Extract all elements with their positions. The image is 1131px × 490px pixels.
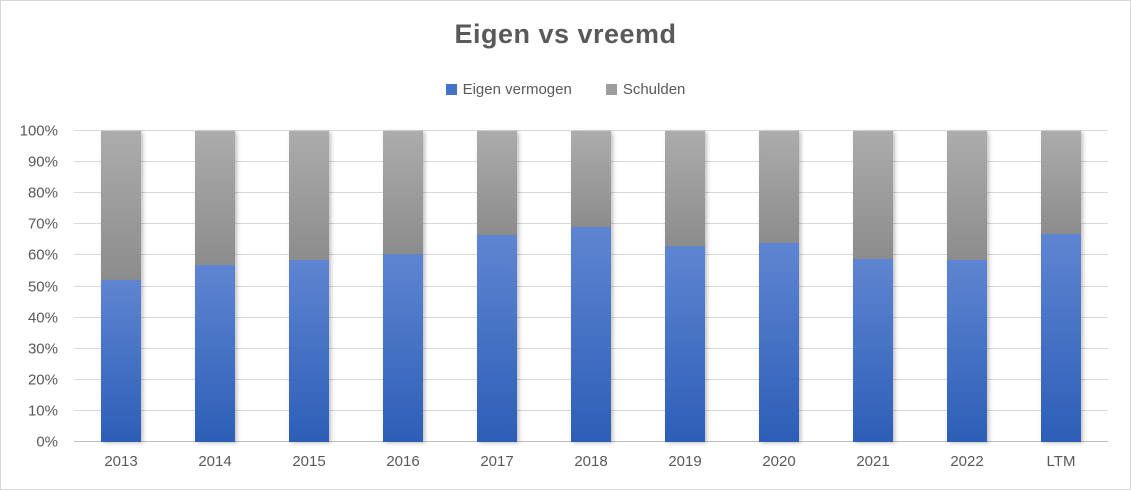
bar-segment-eigen-vermogen[interactable]: [853, 258, 893, 442]
y-tick-label: 30%: [27, 340, 58, 358]
y-tick-label: 80%: [27, 184, 58, 202]
y-tick-label: 100%: [19, 122, 58, 140]
bar-slot-2014: [168, 131, 262, 442]
bar-slot-2016: [356, 131, 450, 442]
stacked-bar-2018: [571, 131, 611, 442]
bar-segment-schulden[interactable]: [101, 131, 141, 281]
stacked-bar-2021: [853, 131, 893, 442]
x-category-label: 2014: [198, 453, 232, 470]
bar-segment-eigen-vermogen[interactable]: [759, 242, 799, 442]
chart-legend: Eigen vermogen Schulden: [1, 81, 1130, 98]
x-category-label: 2015: [292, 453, 326, 470]
bar-slots: [74, 131, 1108, 442]
legend-item-1[interactable]: Schulden: [605, 81, 686, 98]
legend-item-0[interactable]: Eigen vermogen: [445, 81, 572, 98]
x-category-label: 2017: [480, 453, 514, 470]
chart-title: Eigen vs vreemd: [454, 19, 677, 49]
legend-marker-icon: [605, 84, 617, 95]
bar-slot-2020: [732, 131, 826, 442]
stacked-bar-2020: [759, 131, 799, 442]
stacked-bar-2019: [665, 131, 705, 442]
y-tick-label: 20%: [27, 371, 58, 389]
stacked-bar-LTM: [1041, 131, 1081, 442]
bar-segment-eigen-vermogen[interactable]: [477, 235, 517, 442]
y-tick-label: 10%: [27, 402, 58, 420]
y-tick-label: 40%: [27, 309, 58, 327]
x-category-label: 2016: [386, 453, 420, 470]
plot-area: [74, 130, 1108, 442]
legend-marker-icon: [445, 84, 457, 95]
bar-slot-2022: [920, 131, 1014, 442]
x-axis: 2013 2014 2015 2016 2017 2018 2019 2020 2021 2022…: [74, 453, 1108, 470]
bar-segment-eigen-vermogen[interactable]: [101, 280, 141, 442]
x-category-label: 2019: [668, 453, 702, 470]
y-tick-label: 90%: [27, 153, 58, 171]
bar-segment-eigen-vermogen[interactable]: [947, 260, 987, 442]
bar-segment-schulden[interactable]: [383, 131, 423, 254]
stacked-bar-2017: [477, 131, 517, 442]
x-category-label: LTM: [1046, 453, 1076, 470]
x-category-label: 2018: [574, 453, 608, 470]
gridline: [74, 130, 1108, 131]
y-axis: 0% 10% 20% 30% 40% 50% 60% 70% 80% 90% 100%: [1, 123, 66, 451]
x-category-label: 2013: [104, 453, 138, 470]
bar-segment-eigen-vermogen[interactable]: [1041, 233, 1081, 442]
bar-slot-2017: [450, 131, 544, 442]
bar-segment-eigen-vermogen[interactable]: [571, 227, 611, 442]
y-tick-label: 70%: [27, 215, 58, 233]
bar-slot-2015: [262, 131, 356, 442]
bar-segment-eigen-vermogen[interactable]: [195, 264, 235, 442]
stacked-bar-2016: [383, 131, 423, 442]
stacked-bar-2022: [947, 131, 987, 442]
bar-slot-2019: [638, 131, 732, 442]
legend-label: Eigen vermogen: [462, 81, 572, 98]
bar-segment-schulden[interactable]: [1041, 131, 1081, 234]
bar-segment-eigen-vermogen[interactable]: [383, 253, 423, 442]
x-category-label: 2020: [762, 453, 796, 470]
bar-segment-schulden[interactable]: [759, 131, 799, 243]
bar-slot-LTM: [1014, 131, 1108, 442]
legend-label: Schulden: [622, 81, 686, 98]
x-category-label: 2022: [950, 453, 984, 470]
bar-segment-schulden[interactable]: [195, 131, 235, 265]
bar-segment-schulden[interactable]: [289, 131, 329, 261]
stacked-bar-2013: [101, 131, 141, 442]
bar-slot-2018: [544, 131, 638, 442]
bar-slot-2013: [74, 131, 168, 442]
bar-segment-schulden[interactable]: [571, 131, 611, 228]
stacked-bar-2014: [195, 131, 235, 442]
bar-segment-schulden[interactable]: [947, 131, 987, 261]
bar-segment-schulden[interactable]: [665, 131, 705, 247]
y-tick-label: 50%: [27, 278, 58, 295]
bar-segment-schulden[interactable]: [853, 131, 893, 259]
bar-segment-eigen-vermogen[interactable]: [665, 246, 705, 442]
bar-segment-eigen-vermogen[interactable]: [289, 260, 329, 442]
stacked-bar-2015: [289, 131, 329, 442]
x-category-label: 2021: [856, 453, 890, 470]
y-tick-label: 60%: [27, 246, 58, 264]
bar-segment-schulden[interactable]: [477, 131, 517, 236]
y-tick-label: 0%: [36, 433, 58, 451]
bar-slot-2021: [826, 131, 920, 442]
